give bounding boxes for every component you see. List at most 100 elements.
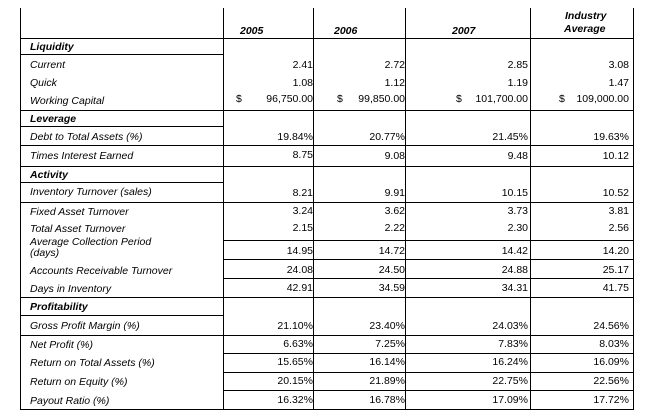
cell-inventory-turnover-2005: 8.21 (292, 187, 313, 199)
grid-hline-bottom (20, 409, 634, 410)
grid-vline-col3 (405, 8, 406, 410)
currency-working-capital-2006: $ (337, 93, 343, 105)
cell-roa-2006: 16.14% (369, 356, 405, 368)
cell-days-inventory-2005: 42.91 (286, 282, 313, 294)
row-label-avg-collection-line2: (days) (30, 247, 60, 259)
grid-vline-left (20, 8, 21, 410)
row-label-quick: Quick (30, 77, 57, 89)
cell-debt-industry: 19.63% (593, 131, 629, 143)
grid-hline-working-capital (20, 110, 634, 111)
section-activity: Activity (30, 169, 68, 181)
cell-current-2006: 2.72 (384, 59, 405, 71)
header-2006: 2006 (334, 25, 358, 37)
cell-roe-2005: 20.15% (277, 375, 313, 387)
row-label-inventory-turnover: Inventory Turnover (sales) (30, 186, 152, 198)
row-label-ar-turnover: Accounts Receivable Turnover (30, 265, 173, 277)
cell-debt-2005: 19.84% (277, 131, 313, 143)
cell-gross-profit-2007: 24.03% (492, 320, 528, 332)
cell-total-asset-industry: 2.56 (608, 222, 629, 234)
cell-working-capital-industry: 109,000.00 (576, 93, 629, 105)
cell-fixed-asset-2007: 3.73 (507, 205, 528, 217)
cell-payout-2005: 16.32% (277, 394, 313, 406)
grid-hline-times-interest (20, 166, 634, 167)
cell-net-profit-2006: 7.25% (375, 338, 405, 350)
row-label-roe: Return on Equity (%) (30, 376, 128, 388)
section-profitability: Profitability (30, 301, 88, 313)
cell-days-inventory-industry: 41.75 (602, 282, 629, 294)
cell-days-inventory-2006: 34.59 (378, 282, 405, 294)
cell-current-2007: 2.85 (507, 59, 528, 71)
cell-roa-2007: 16.24% (492, 356, 528, 368)
grid-hline-header (20, 38, 634, 39)
cell-working-capital-2005: 96,750.00 (266, 93, 313, 105)
currency-working-capital-industry: $ (559, 93, 565, 105)
cell-ar-turnover-2006: 24.50 (378, 264, 405, 276)
header-2007: 2007 (452, 25, 476, 37)
cell-debt-2006: 20.77% (369, 131, 405, 143)
cell-inventory-turnover-2007: 10.15 (501, 187, 528, 199)
row-label-current: Current (30, 59, 66, 71)
cell-payout-industry: 17.72% (593, 394, 629, 406)
cell-net-profit-2005: 6.63% (283, 338, 313, 350)
grid-hline-roa (223, 372, 634, 373)
currency-working-capital-2005: $ (236, 93, 242, 105)
cell-debt-2007: 21.45% (492, 131, 528, 143)
row-label-days-inventory: Days in Inventory (30, 283, 112, 295)
cell-fixed-asset-2005: 3.24 (292, 205, 313, 217)
row-label-fixed-asset-turnover: Fixed Asset Turnover (30, 206, 129, 218)
cell-times-interest-2005: 8.75 (292, 149, 313, 161)
cell-roa-2005: 15.65% (277, 356, 313, 368)
cell-fixed-asset-industry: 3.81 (608, 205, 629, 217)
grid-hline-net-profit (223, 353, 634, 354)
cell-current-2005: 2.41 (292, 59, 313, 71)
cell-roe-2006: 21.89% (369, 375, 405, 387)
grid-hline-gross-profit (20, 335, 634, 336)
cell-avg-collection-industry: 14.20 (602, 245, 629, 257)
cell-times-interest-2006: 9.08 (384, 150, 405, 162)
row-label-net-profit: Net Profit (%) (30, 339, 94, 351)
cell-quick-2007: 1.19 (507, 77, 528, 89)
cell-working-capital-2007: 101,700.00 (475, 93, 528, 105)
cell-total-asset-2005: 2.15 (292, 222, 313, 234)
cell-roe-industry: 22.56% (593, 375, 629, 387)
row-label-total-asset-turnover: Total Asset Turnover (30, 223, 126, 235)
cell-roe-2007: 22.75% (492, 375, 528, 387)
section-leverage: Leverage (30, 113, 77, 125)
cell-roa-industry: 16.09% (593, 356, 629, 368)
cell-gross-profit-industry: 24.56% (593, 320, 629, 332)
row-label-working-capital: Working Capital (30, 95, 105, 107)
cell-times-interest-industry: 10.12 (602, 150, 629, 162)
grid-vline-right (633, 8, 634, 410)
cell-fixed-asset-2006: 3.62 (384, 205, 405, 217)
cell-quick-2006: 1.12 (384, 77, 405, 89)
grid-hline-liquidity (20, 54, 223, 55)
grid-hline-roe (223, 390, 634, 391)
row-label-times-interest: Times Interest Earned (30, 150, 134, 162)
grid-hline-debt (20, 145, 634, 146)
cell-ar-turnover-2005: 24.08 (286, 264, 313, 276)
grid-hline-ar-turnover (223, 278, 634, 279)
cell-days-inventory-2007: 34.31 (501, 282, 528, 294)
header-2005: 2005 (240, 25, 264, 37)
cell-working-capital-2006: 99,850.00 (358, 93, 405, 105)
grid-hline-leverage (20, 126, 223, 127)
cell-inventory-turnover-industry: 10.52 (602, 187, 629, 199)
cell-ar-turnover-industry: 25.17 (602, 264, 629, 276)
grid-hline-asset-turnover (223, 240, 634, 241)
grid-hline-collection (223, 259, 634, 260)
cell-payout-2006: 16.78% (369, 394, 405, 406)
cell-gross-profit-2005: 21.10% (277, 320, 313, 332)
grid-vline-col2 (313, 8, 314, 410)
cell-total-asset-2007: 2.30 (507, 222, 528, 234)
section-liquidity: Liquidity (30, 41, 74, 53)
header-industry-line1: Industry (565, 10, 607, 22)
cell-payout-2007: 17.09% (492, 394, 528, 406)
row-label-avg-collection-line1: Average Collection Period (30, 236, 152, 248)
cell-inventory-turnover-2006: 9.91 (384, 187, 405, 199)
cell-quick-industry: 1.47 (608, 77, 629, 89)
grid-hline-inventory (20, 202, 634, 203)
row-label-debt-total-assets: Debt to Total Assets (%) (30, 131, 143, 143)
grid-hline-profitability (20, 315, 223, 316)
cell-times-interest-2007: 9.48 (507, 150, 528, 162)
